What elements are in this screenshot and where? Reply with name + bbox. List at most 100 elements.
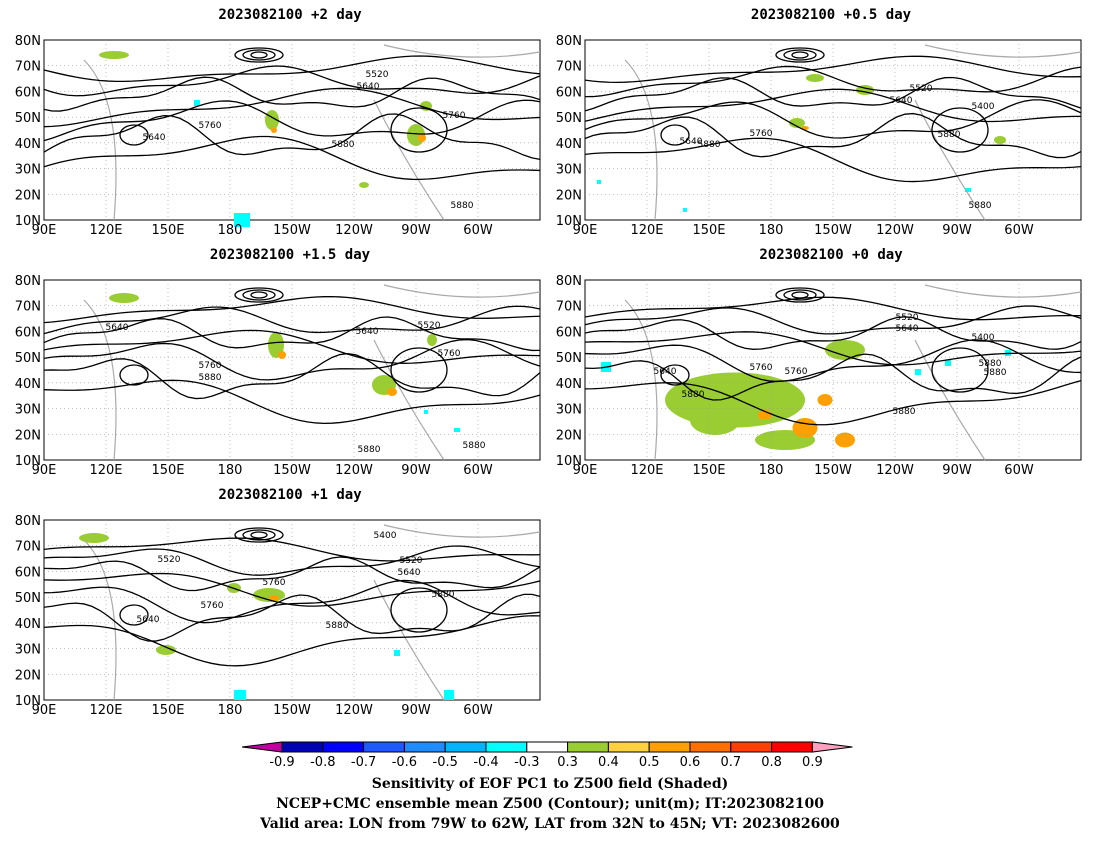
sensitivity-positive-shading bbox=[109, 293, 139, 303]
sensitivity-positive-shading bbox=[789, 118, 805, 128]
panel-title: 2023082100 +1 day bbox=[218, 487, 362, 503]
z500-contour bbox=[43, 65, 541, 97]
lon-tick-label: 120W bbox=[876, 223, 914, 238]
contour-label: 5880 bbox=[979, 359, 1002, 369]
low-center-contour bbox=[250, 531, 268, 539]
contour-label: 5640 bbox=[356, 327, 379, 337]
sensitivity-positive-shading bbox=[359, 182, 369, 188]
contour-label: 5520 bbox=[366, 70, 389, 80]
sensitivity-positive-shading bbox=[825, 340, 865, 360]
sensitivity-high-shading bbox=[835, 432, 855, 448]
colorbar-tick-label: 0.5 bbox=[639, 755, 660, 770]
contour-label: 5760 bbox=[785, 367, 808, 377]
z500-contour bbox=[43, 615, 541, 667]
z500-contour bbox=[43, 579, 541, 624]
high-center-contour bbox=[390, 587, 448, 633]
lat-tick-label: 70N bbox=[556, 300, 582, 315]
lon-tick-label: 150E bbox=[692, 463, 725, 478]
colorbar-tick-label: -0.7 bbox=[351, 755, 376, 770]
lat-tick-label: 40N bbox=[556, 137, 582, 152]
lat-tick-label: 50N bbox=[15, 111, 41, 126]
z500-contour bbox=[43, 87, 541, 128]
lon-tick-label: 150W bbox=[273, 223, 311, 238]
high-center-contour bbox=[119, 364, 149, 386]
coastline-arctic bbox=[383, 524, 541, 538]
colorbar-tick-label: -0.3 bbox=[514, 755, 539, 770]
contour-label: 5640 bbox=[890, 96, 913, 106]
colorbar-tick-label: -0.9 bbox=[269, 755, 294, 770]
sensitivity-high-shading bbox=[269, 595, 279, 601]
lat-tick-label: 80N bbox=[15, 514, 41, 529]
lat-tick-label: 10N bbox=[556, 214, 582, 229]
low-center-contour bbox=[250, 291, 268, 299]
lat-tick-label: 50N bbox=[556, 351, 582, 366]
colorbar-tick-label: -0.8 bbox=[310, 755, 335, 770]
map-frame bbox=[584, 39, 1082, 221]
contour-label: 5880 bbox=[969, 201, 992, 211]
contour-label: 5640 bbox=[143, 133, 166, 143]
low-center-contour bbox=[775, 287, 825, 303]
low-center-contour bbox=[783, 289, 817, 301]
sensitivity-negative-shading bbox=[454, 428, 460, 432]
lon-tick-label: 60W bbox=[463, 703, 493, 718]
lat-tick-label: 70N bbox=[15, 60, 41, 75]
contour-label: 5880 bbox=[199, 373, 222, 383]
colorbar-tick-label: 0.8 bbox=[761, 755, 782, 770]
panel-plus-0.5-day: 2023082100 +0.5 day 5520 5640 5400 5640 5880… bbox=[541, 0, 1086, 240]
lon-tick-label: 180 bbox=[218, 463, 243, 478]
lon-tick-label: 60W bbox=[1004, 223, 1034, 238]
sensitivity-negative-shading bbox=[394, 650, 400, 656]
caption-line-2: NCEP+CMC ensemble mean Z500 (Contour); u… bbox=[276, 796, 824, 812]
lon-tick-label: 180 bbox=[218, 703, 243, 718]
contour-label: 5640 bbox=[654, 367, 677, 377]
lon-tick-label: 120W bbox=[335, 703, 373, 718]
lat-tick-label: 80N bbox=[556, 34, 582, 49]
sensitivity-high-shading bbox=[792, 418, 818, 438]
sensitivity-positive-shading bbox=[994, 136, 1006, 144]
contour-label: 5880 bbox=[893, 407, 916, 417]
lon-tick-label: 90E bbox=[32, 463, 57, 478]
sensitivity-negative-shading bbox=[683, 208, 687, 212]
lat-tick-label: 20N bbox=[556, 428, 582, 443]
low-center-contour bbox=[234, 527, 284, 543]
contour-label: 5400 bbox=[972, 102, 995, 112]
contour-label: 5880 bbox=[358, 445, 381, 455]
sensitivity-positive-shading bbox=[99, 51, 129, 59]
lat-tick-label: 60N bbox=[556, 325, 582, 340]
lon-tick-label: 180 bbox=[759, 223, 784, 238]
colorbar-right-arrow bbox=[811, 741, 853, 753]
colorbar: -0.9 -0.8 -0.7 -0.6 -0.5 -0.4 -0.3 0.3 0.4 0.5 0.6… bbox=[241, 741, 853, 770]
lat-tick-label: 20N bbox=[15, 188, 41, 203]
lat-tick-label: 80N bbox=[556, 274, 582, 289]
lon-tick-label: 120W bbox=[335, 463, 373, 478]
coastline-arctic bbox=[924, 44, 1082, 58]
colorbar-segment bbox=[648, 741, 691, 753]
sensitivity-positive-shading bbox=[806, 74, 824, 82]
colorbar-segment bbox=[444, 741, 487, 753]
lon-tick-label: 150W bbox=[814, 223, 852, 238]
colorbar-segment bbox=[689, 741, 732, 753]
lat-tick-label: 80N bbox=[15, 34, 41, 49]
map-frame bbox=[43, 519, 541, 701]
contour-label: 5760 bbox=[199, 121, 222, 131]
caption-line-1: Sensitivity of EOF PC1 to Z500 field (Sh… bbox=[371, 776, 729, 792]
lon-tick-label: 60W bbox=[463, 223, 493, 238]
lon-tick-label: 120E bbox=[89, 703, 122, 718]
high-center-contour bbox=[390, 107, 448, 153]
z500-contour bbox=[43, 338, 541, 381]
contour-label: 5760 bbox=[199, 361, 222, 371]
high-center-contour bbox=[119, 604, 149, 626]
coastline-arctic bbox=[383, 284, 541, 298]
z500-contour bbox=[584, 137, 1082, 183]
lon-tick-label: 90E bbox=[573, 463, 598, 478]
lat-tick-label: 20N bbox=[15, 668, 41, 683]
high-center-contour bbox=[390, 347, 448, 393]
lon-tick-label: 90W bbox=[401, 703, 431, 718]
z500-contour bbox=[43, 316, 541, 352]
contour-label: 5640 bbox=[398, 568, 421, 578]
lon-tick-label: 150W bbox=[273, 703, 311, 718]
contour-label: 5880 bbox=[698, 140, 721, 150]
lon-tick-label: 90E bbox=[32, 223, 57, 238]
colorbar-tick-label: 0.9 bbox=[802, 755, 823, 770]
low-center-contour bbox=[242, 49, 276, 61]
